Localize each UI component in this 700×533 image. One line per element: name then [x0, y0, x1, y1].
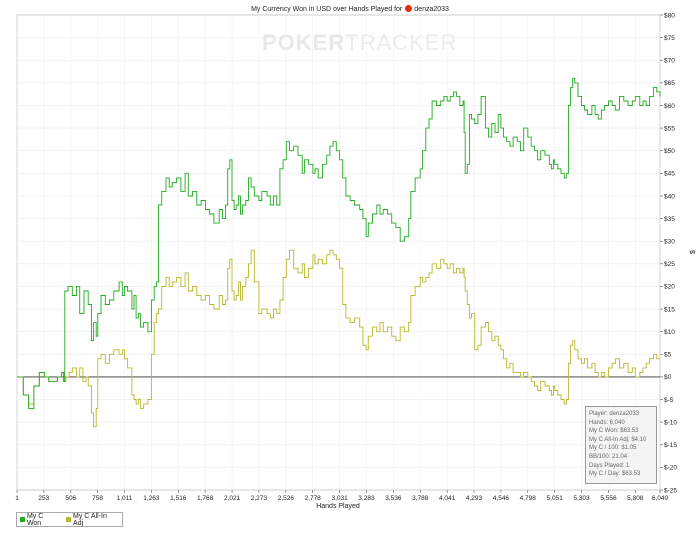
y-axis-ticks: $-25 $-20 $-15 $-10 $-5 $0 $5 $10 $15 $20 $25 $30 $3…: [660, 12, 677, 494]
x-tick-label: 2,778: [305, 495, 322, 502]
x-tick-label: 1,263: [143, 495, 160, 502]
y-tick-label: $-25: [664, 487, 677, 494]
y-axis-label: $: [690, 250, 697, 254]
x-tick-label: 3,283: [358, 495, 375, 502]
x-tick-label: 3,031: [331, 495, 348, 502]
y-tick-label: $60: [664, 103, 675, 110]
x-tick-label: 1,768: [197, 495, 214, 502]
y-tick-label: $35: [664, 216, 675, 223]
series-line-my-c-all-in-adj: [17, 249, 660, 428]
y-tick-label: $55: [664, 125, 675, 132]
y-tick-label: $10: [664, 329, 675, 336]
legend-swatch: [66, 517, 72, 522]
x-tick-label: 506: [65, 495, 76, 502]
x-tick-label: 3,788: [412, 495, 429, 502]
x-tick-label: 1: [15, 495, 19, 502]
stat-days: Days Played: 1: [589, 462, 630, 469]
y-tick-label: $20: [664, 284, 675, 291]
y-tick-label: $0: [664, 374, 672, 381]
stat-bb-100: BB/100: 21.04: [589, 453, 628, 460]
x-tick-label: 5,051: [547, 495, 564, 502]
x-tick-label: 5,303: [573, 495, 590, 502]
y-tick-label: $75: [664, 35, 675, 42]
x-tick-label: 2,526: [278, 495, 295, 502]
x-tick-label: 3,536: [385, 495, 402, 502]
x-tick-label: 4,293: [466, 495, 483, 502]
stat-all-in-adj: My C All-In Adj: $4.10: [589, 436, 647, 443]
x-tick-label: 4,546: [493, 495, 510, 502]
y-tick-label: $25: [664, 261, 675, 268]
y-tick-label: $50: [664, 148, 675, 155]
y-tick-label: $45: [664, 171, 675, 178]
y-tick-label: $5: [664, 352, 672, 359]
y-tick-label: $-20: [664, 465, 677, 472]
plot-area: [16, 14, 661, 491]
x-tick-label: 2,273: [251, 495, 268, 502]
y-tick-label: $-10: [664, 419, 677, 426]
pokerstars-icon: [405, 5, 413, 12]
x-tick-label: 1,516: [170, 495, 187, 502]
stat-won: My C Won: $63.53: [589, 428, 639, 435]
legend-label: My C Won: [26, 512, 44, 527]
player-name: denza2033: [414, 6, 449, 13]
stat-hands: Hands: 6,040: [589, 419, 625, 426]
stat-player: Player: denza2033: [589, 411, 640, 417]
stats-box: Player: denza2033 Hands: 6,040 My C Won:…: [585, 406, 657, 484]
legend-item-my-c-won: My C Won: [20, 513, 59, 527]
x-tick-label: 4,798: [520, 495, 537, 502]
x-tick-label: 1,011: [117, 495, 133, 502]
x-tick-label: 4,041: [439, 495, 456, 502]
x-tick-label: 5,556: [600, 495, 617, 502]
y-tick-label: $40: [664, 193, 675, 200]
grid-lines: [16, 14, 661, 491]
x-tick-label: 253: [38, 495, 49, 502]
x-tick-label: 758: [92, 495, 103, 502]
series-lines: [17, 77, 661, 428]
stat-per-day: My C / Day: $63.53: [589, 471, 641, 478]
watermark-part1: POKER: [262, 30, 346, 55]
y-tick-label: $65: [664, 80, 675, 87]
x-axis-ticks: 1 253 506 758 1,011 1,263 1,516 1,768 2,021 2,273…: [15, 490, 669, 502]
y-tick-label: $15: [664, 306, 675, 313]
legend-swatch: [20, 517, 25, 522]
legend-item-all-in-adj: My C All-In Adj: [66, 513, 118, 527]
watermark-part2: TRACKER: [345, 30, 458, 55]
chart-title: My Currency Won in USD over Hands Played…: [0, 5, 700, 13]
y-tick-label: $70: [664, 58, 675, 65]
chart-title-text: My Currency Won in USD over Hands Played…: [251, 6, 403, 13]
series-line-my-c-won: [17, 77, 661, 410]
x-tick-label: 6,040: [652, 495, 669, 502]
x-tick-label: 5,808: [627, 495, 644, 502]
y-tick-label: $30: [664, 238, 675, 245]
chart-legend: My C Won My C All-In Adj: [16, 512, 123, 527]
y-tick-label: $-15: [664, 442, 677, 449]
x-tick-label: 2,021: [224, 495, 241, 502]
x-axis-label: Hands Played: [316, 503, 360, 510]
stat-per-100: My C / 100: $1.05: [589, 445, 637, 452]
y-tick-label: $80: [664, 12, 675, 19]
pokertracker-watermark: POKERTRACKER: [262, 30, 457, 56]
legend-label: My C All-In Adj: [73, 512, 107, 527]
y-tick-label: $-5: [664, 397, 674, 404]
